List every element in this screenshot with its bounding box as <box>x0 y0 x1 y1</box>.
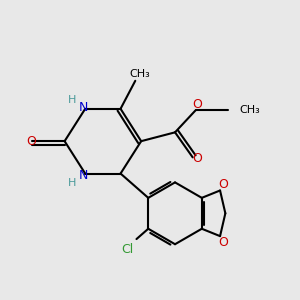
Text: O: O <box>192 152 202 165</box>
Text: Cl: Cl <box>122 243 134 256</box>
Text: H: H <box>68 95 76 105</box>
Text: H: H <box>68 178 76 188</box>
Text: O: O <box>26 135 36 148</box>
Text: CH₃: CH₃ <box>129 69 150 79</box>
Text: N: N <box>79 169 88 182</box>
Text: O: O <box>218 236 228 248</box>
Text: O: O <box>192 98 202 111</box>
Text: N: N <box>79 101 88 114</box>
Text: CH₃: CH₃ <box>240 105 261 115</box>
Text: O: O <box>218 178 228 191</box>
